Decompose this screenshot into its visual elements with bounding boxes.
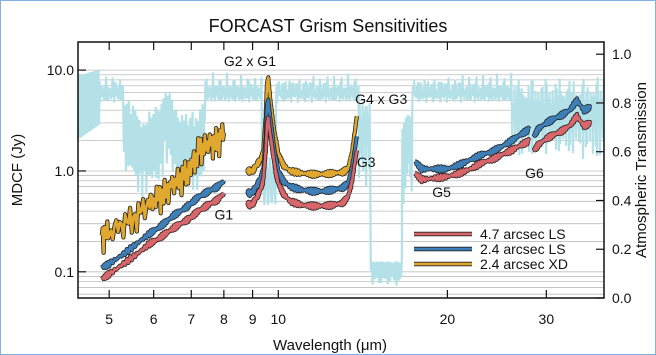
- y-tick-label: 1.0: [55, 163, 75, 179]
- annotations: G2 x G1 G4 x G3 G3 G1 G5 G6: [215, 53, 544, 223]
- series-line-2-4-arcsec-ls: [414, 126, 531, 173]
- annotation-label: G3: [357, 154, 376, 170]
- right-y-tick-label: 0.4: [612, 192, 632, 208]
- legend: 4.7 arcsec LS2.4 arcsec LS2.4 arcsec XD: [414, 226, 568, 272]
- left-y-axis-label: MDCF (Jy): [9, 134, 26, 206]
- right-y-tick-label: 0.6: [612, 144, 632, 160]
- legend-label: 2.4 arcsec XD: [480, 256, 568, 272]
- series-line-2-4-arcsec-ls: [100, 180, 226, 270]
- right-y-axis-label: Atmospheric Transmission: [633, 82, 650, 258]
- x-tick-label: 30: [539, 311, 555, 327]
- x-axis-label: Wavelength (μm): [273, 337, 387, 354]
- transmission-line: [76, 70, 606, 286]
- x-tick-label: 5: [105, 311, 113, 327]
- series-lines: [99, 75, 593, 282]
- x-tick-label: 20: [440, 311, 456, 327]
- right-y-tick-label: 0.0: [612, 290, 632, 306]
- annotation-label: G5: [432, 184, 451, 200]
- annotation-label: G6: [525, 165, 544, 181]
- x-tick-label: 6: [150, 311, 158, 327]
- x-tick-label: 8: [220, 311, 228, 327]
- x-tick-label: 9: [249, 311, 257, 327]
- right-y-tick-label: 0.2: [612, 241, 632, 257]
- legend-label: 4.7 arcsec LS: [480, 226, 566, 242]
- chart-title: FORCAST Grism Sensitivities: [209, 16, 448, 36]
- y-tick-label: 10.0: [47, 62, 74, 78]
- series-line-2-4-arcsec-ls: [532, 97, 592, 138]
- left-y-axis-ticks: 0.1 1.0 10.0: [47, 62, 86, 280]
- annotation-label: G1: [215, 207, 234, 223]
- right-y-tick-label: 0.8: [612, 95, 632, 111]
- x-axis-ticks: 5 6 7 8 9 10 20 30: [105, 42, 554, 327]
- series-line-4-7-arcsec-ls: [246, 116, 359, 210]
- right-y-axis-ticks: 0.0 0.2 0.4 0.6 0.8 1.0: [596, 46, 632, 306]
- series-line-4-7-arcsec-ls: [100, 192, 226, 281]
- series-line-4-7-arcsec-ls: [414, 137, 531, 184]
- annotation-label: G2 x G1: [224, 53, 276, 69]
- series-line-2-4-arcsec-xd: [100, 123, 226, 255]
- right-y-tick-label: 1.0: [612, 46, 632, 62]
- plot-frame: [77, 41, 605, 299]
- series-line-2-4-arcsec-xd: [245, 76, 359, 179]
- series-line-4-7-arcsec-ls: [532, 112, 592, 152]
- y-tick-label: 0.1: [55, 264, 75, 280]
- legend-label: 2.4 arcsec LS: [480, 241, 566, 257]
- x-tick-label: 10: [271, 311, 287, 327]
- x-tick-label: 7: [187, 311, 195, 327]
- transmission-curve: [76, 70, 606, 286]
- annotation-label: G4 x G3: [355, 91, 407, 107]
